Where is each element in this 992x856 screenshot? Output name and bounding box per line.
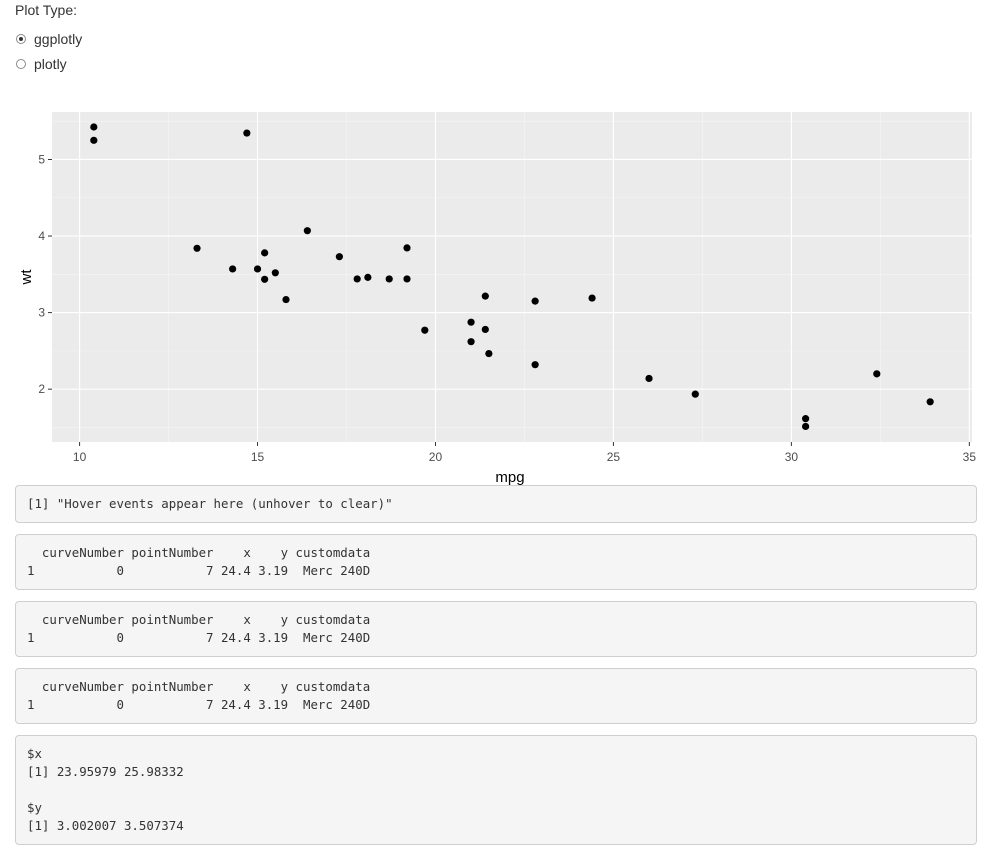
x-tick-label: 30 [785, 450, 799, 464]
radio-selected-dot [19, 36, 23, 41]
data-point[interactable] [481, 325, 489, 334]
data-points [90, 123, 934, 431]
scatter-plot[interactable]: 10 15 20 25 30 35 2 3 4 5 mpg wt [0, 100, 992, 490]
data-point[interactable] [253, 265, 262, 273]
selected-output: curveNumber pointNumber x y customdata 1… [15, 668, 977, 724]
data-point[interactable] [481, 292, 489, 300]
data-point[interactable] [588, 294, 596, 302]
data-point[interactable] [303, 227, 311, 235]
hover-output: [1] "Hover events appear here (unhover t… [15, 485, 977, 523]
data-point[interactable] [353, 275, 361, 283]
radio-option-plotly[interactable]: plotly [15, 51, 82, 76]
x-tick-label: 25 [607, 450, 621, 464]
x-tick-label: 10 [73, 450, 87, 464]
radio-label-ggplotly: ggplotly [34, 30, 83, 47]
y-axis-title: wt [18, 269, 35, 286]
data-point[interactable] [243, 129, 251, 137]
y-tick-label: 2 [38, 382, 45, 396]
data-point[interactable] [261, 249, 269, 257]
x-axis: 10 15 20 25 30 35 [73, 442, 976, 464]
y-tick-label: 3 [38, 306, 45, 320]
data-point[interactable] [229, 265, 237, 273]
x-tick-label: 35 [963, 450, 977, 464]
y-tick-label: 4 [38, 229, 45, 243]
x-axis-title: mpg [495, 469, 524, 486]
data-point[interactable] [282, 295, 290, 304]
data-point[interactable] [873, 370, 881, 378]
y-axis: 2 3 4 5 [38, 152, 52, 396]
data-point[interactable] [364, 273, 372, 281]
radio-option-ggplotly[interactable]: ggplotly [15, 26, 82, 51]
data-point[interactable] [335, 253, 343, 261]
data-point[interactable] [385, 275, 393, 283]
data-point[interactable] [421, 326, 429, 334]
brush-output: $x [1] 23.95979 25.98332 $y [1] 3.002007… [15, 735, 977, 845]
data-point[interactable] [90, 136, 98, 144]
plot-type-radio-group: Plot Type: ggplotly plotly [15, 2, 82, 76]
radio-button-plotly[interactable] [16, 58, 26, 69]
plot-type-label: Plot Type: [15, 2, 78, 18]
relayout-output: curveNumber pointNumber x y customdata 1… [15, 601, 977, 657]
data-point[interactable] [193, 244, 201, 252]
grid-major [52, 112, 972, 442]
data-point[interactable] [403, 275, 411, 283]
data-point[interactable] [271, 269, 279, 277]
data-point[interactable] [261, 275, 269, 283]
y-tick-label: 5 [38, 152, 45, 166]
data-point[interactable] [691, 390, 699, 398]
click-output: curveNumber pointNumber x y customdata 1… [15, 534, 977, 590]
data-point[interactable] [403, 244, 411, 252]
grid-minor [52, 112, 972, 442]
data-point[interactable] [802, 415, 810, 423]
data-point[interactable] [531, 297, 539, 305]
radio-label-plotly: plotly [34, 55, 67, 72]
data-point[interactable] [926, 398, 934, 406]
data-point[interactable] [485, 349, 493, 358]
data-point[interactable] [90, 123, 98, 131]
data-point[interactable] [467, 338, 475, 346]
plot-panel[interactable] [52, 112, 972, 442]
x-tick-label: 20 [429, 450, 443, 464]
data-point[interactable] [467, 318, 475, 326]
x-tick-label: 15 [251, 450, 265, 464]
data-point[interactable] [531, 361, 539, 369]
radio-button-ggplotly[interactable] [16, 33, 26, 44]
data-point[interactable] [802, 422, 810, 431]
data-point[interactable] [645, 374, 653, 383]
